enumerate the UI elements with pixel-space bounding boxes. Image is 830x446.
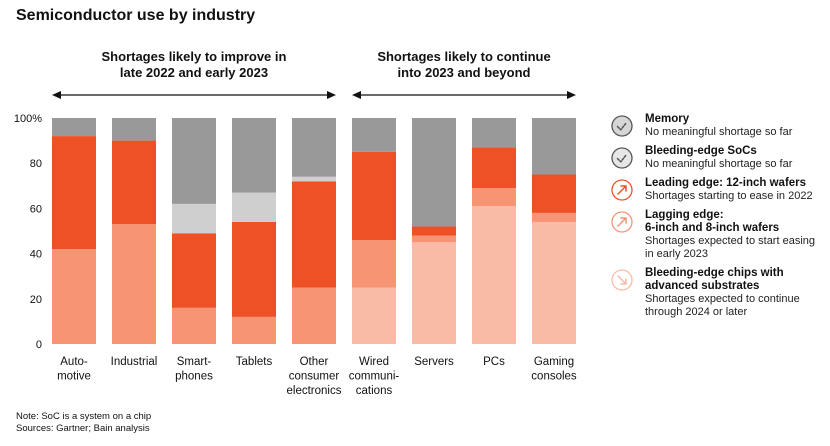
legend-description: Shortages expected to continue — [645, 293, 800, 305]
page-title: Semiconductor use by industry — [16, 7, 256, 24]
bar-segment — [352, 287, 396, 344]
legend-title: Bleeding-edge chips with — [645, 267, 784, 279]
bar-segment — [52, 136, 96, 250]
bar-segment — [232, 192, 276, 222]
category-label: Wired — [359, 356, 389, 368]
bar-segment — [412, 235, 456, 243]
bar-segment — [352, 151, 396, 241]
arrow-up-right-icon — [611, 179, 633, 201]
footnotes: Note: SoC is a system on a chip Sources:… — [16, 411, 151, 435]
bar-segment — [472, 147, 516, 189]
footnote-note: Note: SoC is a system on a chip — [16, 411, 152, 422]
bar-segment — [52, 249, 96, 344]
arrow-left-head — [52, 91, 61, 99]
category-label: electronics — [287, 385, 342, 397]
legend-description: in early 2023 — [645, 248, 708, 260]
region-title: Shortages likely to improve in — [102, 49, 287, 64]
check-icon — [611, 115, 633, 137]
y-tick-label: 60 — [30, 203, 42, 215]
legend-item: Leading edge: 12-inch wafers Shortages st… — [611, 177, 826, 203]
legend-description: No meaningful shortage so far — [645, 158, 793, 170]
bar-segment — [412, 118, 456, 227]
category-label: phones — [175, 371, 213, 383]
bar-segment — [292, 287, 336, 344]
category-label: motive — [57, 371, 91, 383]
category-label: Auto- — [60, 356, 88, 368]
bar-segment — [532, 212, 576, 222]
bar-segment — [172, 203, 216, 234]
legend-item: Lagging edge: 6-inch and 8-inch wafers Sho… — [611, 209, 826, 261]
legend-item: Bleeding-edge SoCs No meaningful shortage… — [611, 145, 826, 171]
bar-segment — [232, 316, 276, 344]
legend-description: Shortages starting to ease in 2022 — [645, 190, 813, 202]
region-title: Shortages likely to continue — [377, 49, 550, 64]
bar-segment — [352, 118, 396, 152]
bar-segment — [292, 118, 336, 177]
bar-segment — [472, 118, 516, 148]
bar-segment — [232, 221, 276, 317]
bar-segment — [172, 233, 216, 308]
y-tick-label: 40 — [30, 249, 42, 261]
bar-segment — [532, 174, 576, 213]
category-label: consoles — [531, 371, 577, 383]
stacked-bar-chart: 0 20 40 60 80 100% Auto-motive Industrial Smart-… — [14, 49, 577, 397]
legend-item: Memory No meaningful shortage so far — [611, 113, 826, 139]
bar-segment — [172, 118, 216, 204]
y-tick-label: 100% — [14, 113, 42, 125]
y-tick-label: 0 — [36, 339, 42, 351]
arrow-up-right-icon — [611, 211, 633, 233]
bar-segment — [412, 226, 456, 236]
legend-description: through 2024 or later — [645, 306, 748, 318]
category-label: cations — [356, 385, 393, 397]
chart-legend: Memory No meaningful shortage so far Bleed… — [611, 113, 826, 325]
bar-segment — [112, 118, 156, 141]
bar-segment — [472, 188, 516, 207]
arrow-right-head — [567, 91, 576, 99]
legend-description: No meaningful shortage so far — [645, 126, 793, 138]
category-label: Other — [300, 356, 329, 368]
bar-segment — [532, 118, 576, 175]
footnote-sources: Sources: Gartner; Bain analysis — [16, 423, 150, 434]
bar-segment — [292, 181, 336, 288]
legend-title: Bleeding-edge SoCs — [645, 145, 757, 157]
legend-title: Leading edge: 12-inch wafers — [645, 177, 807, 189]
arrow-down-right-icon — [611, 269, 633, 291]
category-label: Gaming — [534, 356, 574, 368]
category-label: Smart- — [177, 356, 212, 368]
bar-segment — [52, 118, 96, 137]
category-label: PCs — [483, 356, 505, 368]
legend-title: 6-inch and 8-inch wafers — [645, 222, 780, 234]
arrow-right-head — [327, 91, 336, 99]
bar-segment — [412, 242, 456, 344]
bar-segment — [172, 307, 216, 344]
bar-segment — [232, 118, 276, 193]
category-label: Servers — [414, 356, 454, 368]
region-title: into 2023 and beyond — [398, 65, 531, 80]
legend-title: Memory — [645, 113, 690, 125]
bar-segment — [112, 140, 156, 225]
legend-description: Shortages expected to start easing — [645, 235, 815, 247]
legend-item: Bleeding-edge chips with advanced substra… — [611, 267, 826, 319]
check-icon — [611, 147, 633, 169]
y-tick-label: 20 — [30, 294, 42, 306]
bar-segment — [292, 176, 336, 182]
legend-title: Lagging edge: — [645, 209, 724, 221]
category-label: Tablets — [236, 356, 273, 368]
category-label: communi- — [349, 371, 400, 383]
category-label: consumer — [289, 371, 340, 383]
arrow-left-head — [352, 91, 361, 99]
legend-title: advanced substrates — [645, 280, 760, 292]
bar-segment — [112, 224, 156, 344]
region-title: late 2022 and early 2023 — [120, 65, 268, 80]
bar-segment — [472, 206, 516, 344]
bar-segment — [532, 221, 576, 344]
category-label: Industrial — [111, 356, 158, 368]
y-tick-label: 80 — [30, 158, 42, 170]
bar-segment — [352, 240, 396, 288]
